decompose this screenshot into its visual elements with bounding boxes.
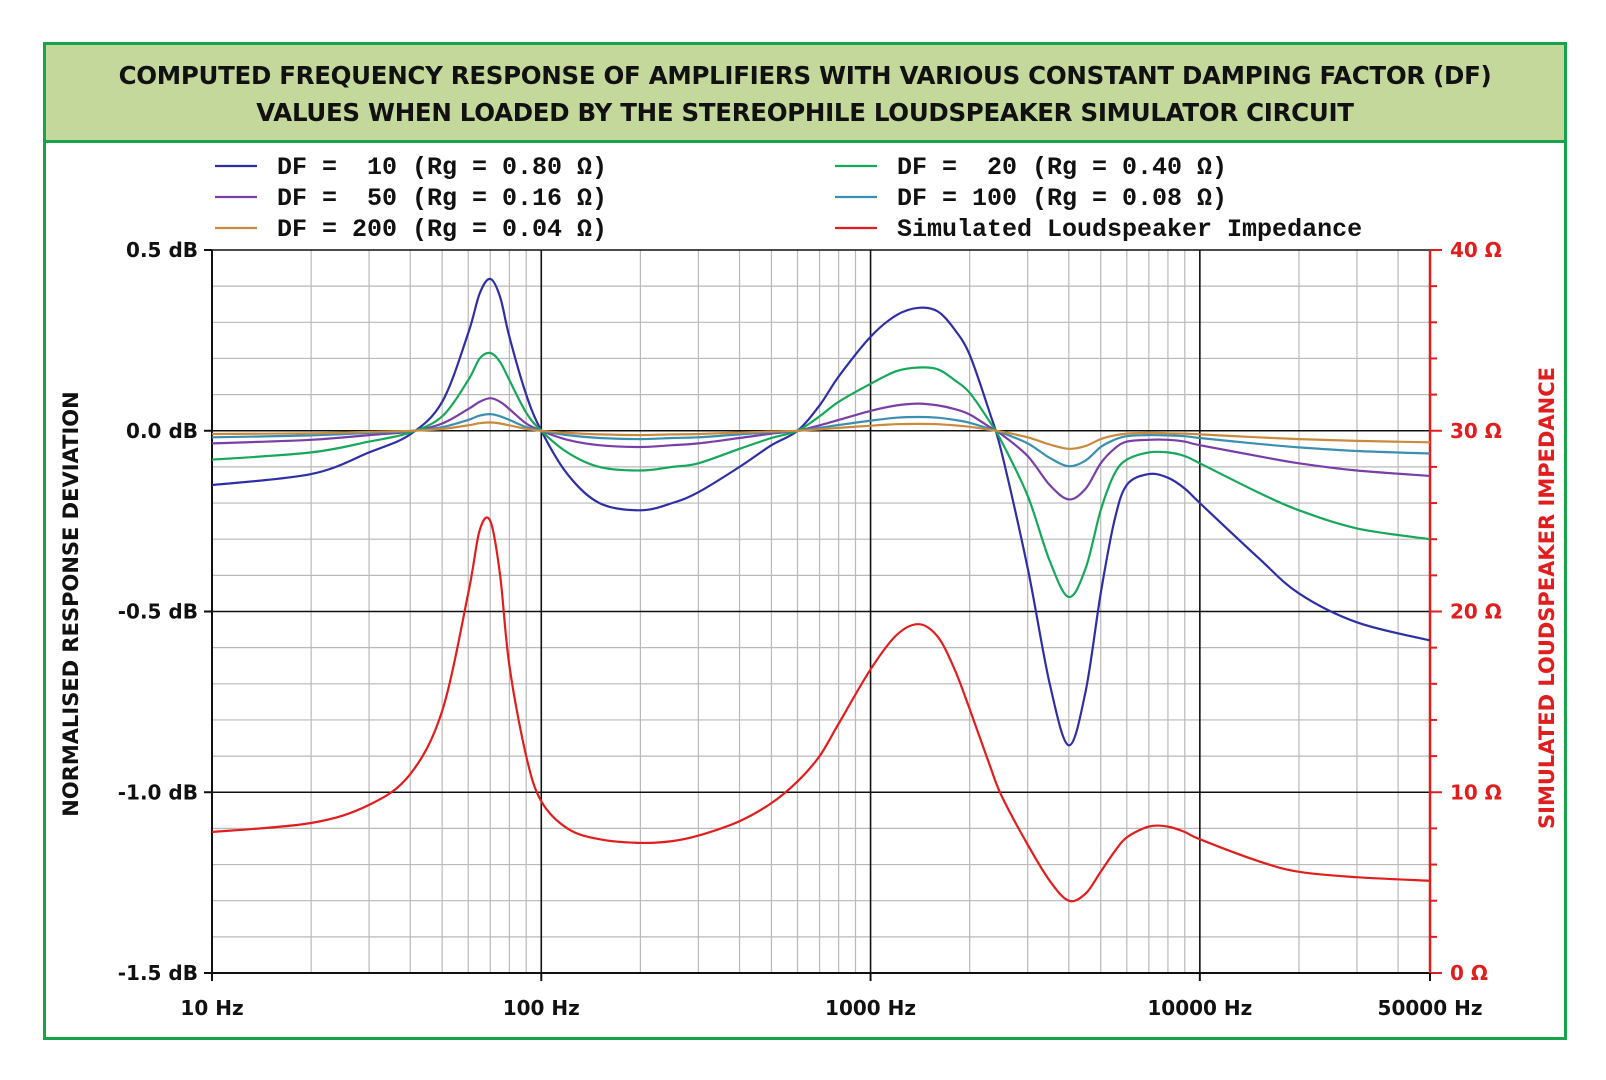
y-tick-label: 0.0 dB: [126, 419, 198, 443]
y2-axis-title: SIMULATED LOUDSPEAKER IMPEDANCE: [1535, 367, 1559, 829]
legend-label: DF = 100 (Rg = 0.08 Ω): [897, 184, 1227, 213]
x-tick-label: 10 Hz: [180, 996, 243, 1020]
chart-title-line-1: COMPUTED FREQUENCY RESPONSE OF AMPLIFIER…: [118, 61, 1492, 90]
legend-label: DF = 50 (Rg = 0.16 Ω): [277, 184, 607, 213]
x-tick-label: 10000 Hz: [1147, 996, 1252, 1020]
x-tick-label: 1000 Hz: [825, 996, 916, 1020]
legend: DF = 10 (Rg = 0.80 Ω) DF = 20 (Rg = 0.40 …: [215, 153, 1362, 244]
y-tick-label: 0.5 dB: [126, 238, 198, 262]
y-tick-label: -0.5 dB: [118, 600, 198, 624]
chart-frame: COMPUTED FREQUENCY RESPONSE OF AMPLIFIER…: [43, 42, 1567, 1040]
series-line-3: [211, 412, 1431, 468]
legend-label: Simulated Loudspeaker Impedance: [897, 215, 1362, 244]
y2-tick-label: 30 Ω: [1450, 419, 1502, 443]
y-axis-title: NORMALISED RESPONSE DEVIATION: [59, 391, 83, 816]
series-line-2: [211, 397, 1431, 501]
y2-tick-label: 20 Ω: [1450, 600, 1502, 624]
legend-label: DF = 200 (Rg = 0.04 Ω): [277, 215, 607, 244]
y2-tick-label: 40 Ω: [1450, 238, 1502, 262]
y2-tick-label: 0 Ω: [1450, 961, 1488, 985]
series-line-0: [211, 277, 1431, 747]
series-line-5: [211, 516, 1431, 903]
axes: [204, 249, 1442, 981]
series-lines: [211, 277, 1431, 903]
series-line-4: [211, 421, 1431, 450]
tick-labels: 0.5 dB 0.0 dB -0.5 dB -1.0 dB -1.5 dB 40 Ω 30 …: [118, 238, 1502, 1020]
x-tick-label: 50000 Hz: [1378, 996, 1483, 1020]
y-tick-label: -1.5 dB: [118, 961, 198, 985]
title-band: COMPUTED FREQUENCY RESPONSE OF AMPLIFIER…: [46, 45, 1564, 143]
y-tick-label: -1.0 dB: [118, 780, 198, 804]
legend-label: DF = 10 (Rg = 0.80 Ω): [277, 153, 607, 182]
chart-title-line-2: VALUES WHEN LOADED BY THE STEREOPHILE LO…: [256, 98, 1354, 127]
y2-tick-label: 10 Ω: [1450, 780, 1502, 804]
series-line-1: [211, 351, 1431, 599]
legend-label: DF = 20 (Rg = 0.40 Ω): [897, 153, 1227, 182]
x-tick-label: 100 Hz: [503, 996, 580, 1020]
